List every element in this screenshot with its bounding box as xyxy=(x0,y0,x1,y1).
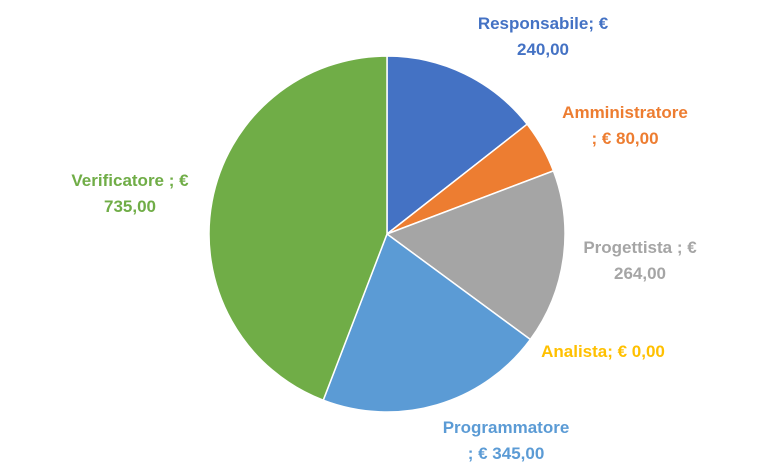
slice-responsabile xyxy=(386,55,529,236)
data-label-progettista-line-1: Progettista ; € xyxy=(583,238,697,257)
data-label-analista-line-1: Analista; € 0,00 xyxy=(541,342,665,361)
data-label-amministratore: Amministratore ; € 80,00 xyxy=(562,103,688,148)
data-label-amministratore-line-1: Amministratore xyxy=(562,103,688,122)
slice-verificatore xyxy=(208,55,388,402)
data-label-programmatore-line-2: ; € 345,00 xyxy=(468,444,545,463)
slice-programmatore xyxy=(322,232,532,413)
data-label-verificatore-line-1: Verificatore ; € xyxy=(71,171,189,190)
data-label-verificatore-line-2: 735,00 xyxy=(104,197,156,216)
data-label-responsabile: Responsabile; € 240,00 xyxy=(478,14,609,59)
pie-data-labels: Responsabile; € 240,00 Amministratore ; € 8… xyxy=(71,14,697,463)
data-label-progettista: Progettista ; € 264,00 xyxy=(583,238,697,283)
data-label-analista: Analista; € 0,00 xyxy=(541,342,665,361)
data-label-amministratore-line-2: ; € 80,00 xyxy=(591,129,658,148)
data-label-responsabile-line-1: Responsabile; € xyxy=(478,14,609,33)
data-label-programmatore-line-1: Programmatore xyxy=(443,418,570,437)
pie-slices xyxy=(208,55,566,413)
data-label-verificatore: Verificatore ; € 735,00 xyxy=(71,171,189,216)
slice-progettista xyxy=(385,169,566,341)
data-label-progettista-line-2: 264,00 xyxy=(614,264,666,283)
data-label-programmatore: Programmatore ; € 345,00 xyxy=(443,418,570,463)
data-label-responsabile-line-2: 240,00 xyxy=(517,40,569,59)
